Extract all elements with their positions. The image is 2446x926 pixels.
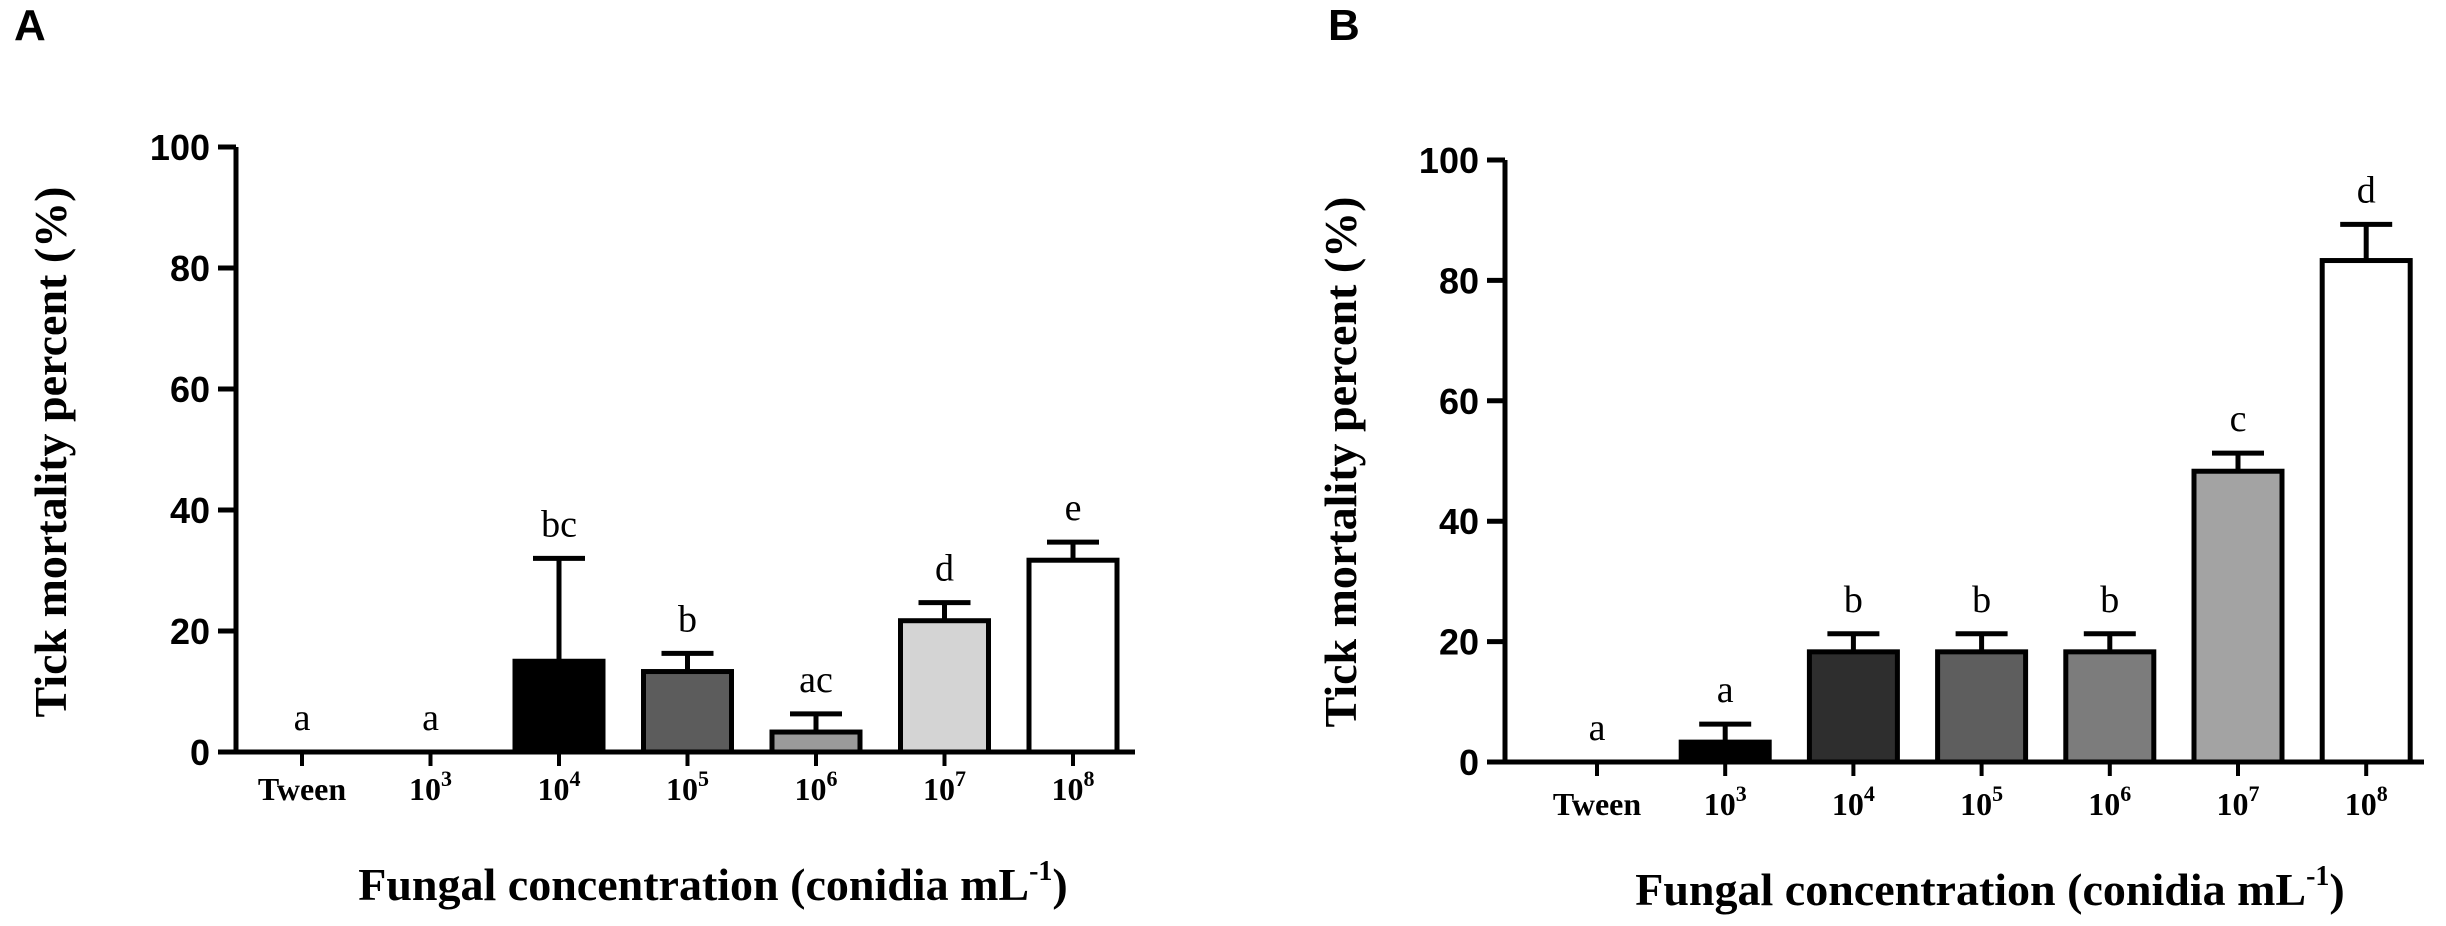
y-tick-label: 40: [1439, 501, 1479, 542]
bar: [898, 618, 991, 755]
y-tick-label: 20: [170, 611, 210, 652]
significance-label: e: [1065, 487, 1082, 529]
significance-label: b: [1844, 579, 1863, 621]
significance-label: d: [2357, 169, 2376, 211]
x-tick-label: 108: [2345, 781, 2388, 822]
x-tick-label: 103: [409, 766, 452, 807]
y-tick-label: 100: [1419, 140, 1479, 181]
significance-label: b: [678, 598, 697, 640]
significance-label: a: [294, 697, 311, 739]
x-tick-label: 105: [666, 766, 709, 807]
bar: [1806, 649, 1900, 765]
significance-label: b: [1972, 579, 1991, 621]
bar: [641, 669, 734, 755]
y-axis-title: Tick mortality percent (%): [1315, 196, 1366, 727]
x-tick-label: 106: [795, 766, 838, 807]
x-tick-label: 103: [1704, 781, 1747, 822]
bar: [1678, 739, 1772, 765]
x-axis-title: Fungal concentration (conidia mL-1): [358, 856, 1068, 910]
y-tick-label: 0: [190, 732, 210, 773]
panel-label: B: [1328, 1, 1360, 50]
significance-label: c: [2230, 398, 2247, 440]
significance-label: d: [935, 548, 954, 590]
significance-label: bc: [541, 503, 577, 545]
x-tick-label: 108: [1052, 766, 1095, 807]
chart-panel-a: A 0 20 40 60 80 100 Tick mortality percent (%) a…: [14, 1, 1135, 910]
x-tick-label: 107: [2217, 781, 2260, 822]
y-axis-title: Tick mortality percent (%): [25, 186, 76, 717]
y-tick-label: 80: [1439, 260, 1479, 301]
bar: [1935, 649, 2029, 765]
x-tick-label: 107: [923, 766, 966, 807]
significance-label: a: [1717, 669, 1734, 711]
bar: [1026, 557, 1120, 755]
bar: [2063, 649, 2157, 765]
y-tick-label: 20: [1439, 622, 1479, 663]
y-tick-label: 80: [170, 248, 210, 289]
bar: [512, 658, 606, 755]
bar: [2191, 468, 2285, 765]
y-tick-label: 60: [170, 369, 210, 410]
x-tick-label: Tween: [1553, 786, 1641, 822]
y-tick-label: 100: [150, 127, 210, 168]
bar: [769, 729, 863, 755]
x-tick-label: 105: [1960, 781, 2003, 822]
x-tick-label: 104: [538, 766, 581, 807]
y-tick-label: 60: [1439, 381, 1479, 422]
y-tick-label: 0: [1459, 742, 1479, 783]
significance-label: ac: [799, 659, 833, 701]
y-tick-label: 40: [170, 490, 210, 531]
chart-panel-b: B 0 20 40 60 80 100 Tick mortality percent (%) a…: [1315, 1, 2424, 915]
x-tick-label: 106: [2088, 781, 2131, 822]
panel-label: A: [14, 1, 46, 50]
x-tick-label: 104: [1832, 781, 1875, 822]
bar: [2319, 258, 2413, 765]
x-tick-label: Tween: [258, 771, 346, 807]
significance-label: a: [422, 697, 439, 739]
x-axis-title: Fungal concentration (conidia mL-1): [1635, 861, 2345, 915]
significance-label: a: [1589, 707, 1606, 749]
significance-label: b: [2100, 579, 2119, 621]
